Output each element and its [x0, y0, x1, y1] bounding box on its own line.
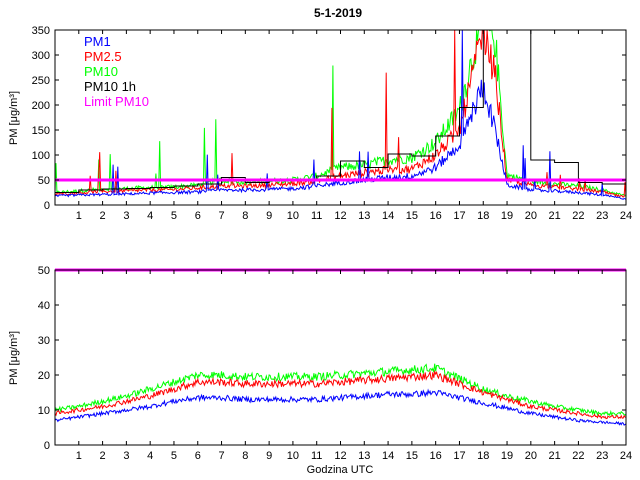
top-ytick-label: 250 — [32, 75, 50, 87]
top-xtick-label: 2 — [100, 210, 106, 222]
legend-limit-pm10: Limit PM10 — [84, 94, 149, 109]
bottom-xtick-label: 11 — [311, 450, 322, 462]
legend-pm10-1h: PM10 1h — [84, 79, 136, 94]
legend-pm1: PM1 — [84, 34, 111, 49]
top-series-pm1 — [54, 29, 627, 200]
top-xtick-label: 22 — [572, 210, 584, 222]
legend-pm25: PM2.5 — [84, 49, 122, 64]
bottom-xtick-label: 14 — [382, 450, 394, 462]
top-ytick-label: 150 — [32, 125, 50, 137]
bottom-xtick-label: 6 — [195, 450, 201, 462]
bottom-xtick-label: 22 — [572, 450, 584, 462]
top-xtick-label: 5 — [171, 210, 177, 222]
figure-title: 5-1-2019 — [314, 6, 362, 20]
bottom-xtick-label: 5 — [171, 450, 177, 462]
bottom-xtick-label: 17 — [453, 450, 465, 462]
top-xtick-label: 15 — [406, 210, 418, 222]
bottom-xtick-label: 8 — [242, 450, 248, 462]
bottom-xtick-label: 12 — [334, 450, 346, 462]
top-xtick-label: 23 — [596, 210, 608, 222]
top-ticks: 1 2 3 4 5 6 7 8 9 10 11 12 13 14 15 16 17 18 19 20 21 22 23 240… — [32, 25, 632, 222]
bottom-series-pm10 — [54, 363, 627, 417]
bottom-ytick-label: 10 — [38, 405, 50, 417]
top-xtick-label: 13 — [358, 210, 370, 222]
bottom-xtick-label: 2 — [100, 450, 106, 462]
bottom-ytick-label: 50 — [38, 265, 50, 277]
top-series-pm25 — [54, 29, 627, 198]
top-ytick-label: 350 — [32, 25, 50, 37]
top-xtick-label: 3 — [123, 210, 129, 222]
top-legend: PM1 PM2.5 PM10 PM10 1h Limit PM10 — [84, 34, 149, 109]
top-ytick-label: 200 — [32, 100, 50, 112]
bottom-xtick-label: 24 — [620, 450, 632, 462]
top-xtick-label: 1 — [76, 210, 82, 222]
bottom-xtick-label: 1 — [76, 450, 82, 462]
bottom-ytick-label: 40 — [38, 300, 50, 312]
bottom-ytick-label: 0 — [44, 440, 50, 452]
bottom-xtick-label: 21 — [549, 450, 561, 462]
top-ytick-label: 300 — [32, 50, 50, 62]
top-xtick-label: 9 — [266, 210, 272, 222]
bottom-xtick-label: 23 — [596, 450, 608, 462]
bottom-xtick-label: 4 — [147, 450, 153, 462]
top-ylabel: PM [μg/m³] — [8, 91, 20, 145]
top-ytick-label: 100 — [32, 150, 50, 162]
bottom-series-pm25 — [54, 369, 627, 420]
top-ytick-label: 50 — [38, 175, 50, 187]
bottom-xtick-label: 7 — [218, 450, 224, 462]
bottom-xtick-label: 10 — [287, 450, 299, 462]
bottom-xtick-label: 16 — [430, 450, 442, 462]
bottom-xtick-label: 9 — [266, 450, 272, 462]
bottom-xtick-label: 19 — [501, 450, 513, 462]
bottom-xtick-label: 20 — [525, 450, 537, 462]
bottom-series-group — [54, 268, 627, 426]
top-xtick-label: 19 — [501, 210, 513, 222]
chart-bottom: 1 2 3 4 5 6 7 8 9 10 11 12 13 14 15 16 17 18 19 20 21 22 23 240… — [8, 265, 632, 476]
legend-pm10: PM10 — [84, 64, 118, 79]
bottom-xtick-label: 13 — [358, 450, 370, 462]
top-xtick-label: 20 — [525, 210, 537, 222]
top-xtick-label: 7 — [218, 210, 224, 222]
bottom-xtick-label: 3 — [123, 450, 129, 462]
top-ytick-label: 0 — [44, 200, 50, 212]
bottom-ticks: 1 2 3 4 5 6 7 8 9 10 11 12 13 14 15 16 17 18 19 20 21 22 23 240… — [38, 265, 632, 462]
top-xtick-label: 17 — [453, 210, 465, 222]
bottom-ytick-label: 20 — [38, 370, 50, 382]
bottom-series-pm1 — [54, 388, 627, 426]
bottom-ytick-label: 30 — [38, 335, 50, 347]
top-xtick-label: 24 — [620, 210, 632, 222]
top-xtick-label: 16 — [430, 210, 442, 222]
bottom-plot-frame — [54, 269, 627, 446]
top-xtick-label: 21 — [549, 210, 561, 222]
chart-top: 1 2 3 4 5 6 7 8 9 10 11 12 13 14 15 16 17 18 19 20 21 22 23 240… — [8, 25, 632, 222]
top-xtick-label: 6 — [195, 210, 201, 222]
bottom-xtick-label: 18 — [477, 450, 489, 462]
top-xtick-label: 4 — [147, 210, 153, 222]
bottom-ylabel: PM [μg/m³] — [8, 331, 20, 385]
top-xtick-label: 8 — [242, 210, 248, 222]
top-series-pm10-1h — [55, 29, 626, 193]
top-xtick-label: 18 — [477, 210, 489, 222]
top-series-group — [54, 29, 627, 200]
bottom-xtick-label: 15 — [406, 450, 418, 462]
top-xtick-label: 10 — [287, 210, 299, 222]
top-xtick-label: 14 — [382, 210, 394, 222]
top-xtick-label: 11 — [311, 210, 322, 222]
top-xtick-label: 12 — [334, 210, 346, 222]
bottom-xlabel: Godzina UTC — [307, 464, 374, 476]
